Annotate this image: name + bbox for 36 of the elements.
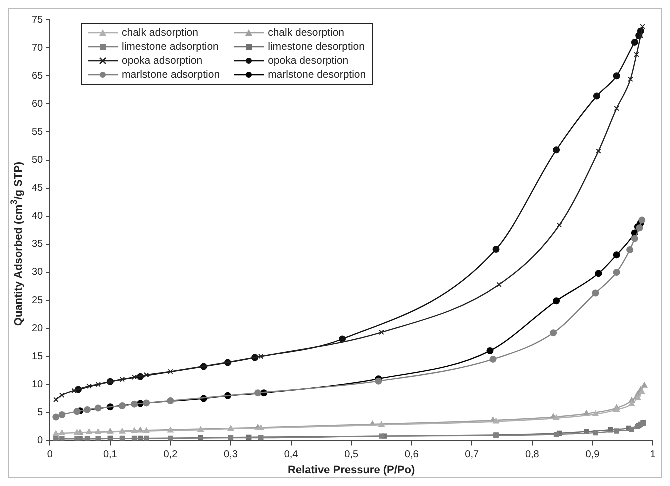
x-axis-title: Relative Pressure (P/Po) <box>288 464 416 476</box>
x-tick-label: 0,6 <box>404 450 420 461</box>
x-tick-label: 0,2 <box>164 450 178 461</box>
legend-label: chalk desorption <box>268 27 345 39</box>
legend-label: marlstone adsorption <box>122 69 220 81</box>
x-tick-label: 0,8 <box>525 450 540 461</box>
y-tick-label: 10 <box>32 379 44 390</box>
x-tick-label: 1 <box>650 450 656 461</box>
y-tick-label: 55 <box>32 126 44 138</box>
legend-label: opoka adsorption <box>122 55 203 67</box>
x-tick-label: 0,5 <box>344 450 359 461</box>
y-tick-label: 15 <box>32 351 44 362</box>
y-tick-label: 25 <box>32 295 44 306</box>
y-tick-label: 45 <box>32 183 44 194</box>
x-tick-label: 0 <box>47 450 54 461</box>
legend-label: limestone adsorption <box>122 41 219 53</box>
x-tick-label: 0,7 <box>465 450 480 461</box>
x-tick-label: 0,4 <box>284 450 299 461</box>
legend-label: limestone desorption <box>268 41 365 53</box>
x-tick-label: 0,1 <box>103 450 118 461</box>
y-tick-label: 5 <box>38 407 44 418</box>
legend-label: marlstone desorption <box>268 69 366 81</box>
x-tick-label: 0,9 <box>586 450 600 461</box>
y-tick-label: 60 <box>32 98 44 110</box>
y-tick-label: 35 <box>32 239 44 250</box>
y-tick-label: 0 <box>38 436 44 447</box>
y-tick-label: 30 <box>32 267 44 278</box>
y-tick-label: 70 <box>32 42 44 54</box>
y-tick-label: 40 <box>32 211 44 222</box>
y-tick-label: 75 <box>32 14 44 26</box>
y-tick-label: 20 <box>32 323 44 334</box>
y-tick-label: 65 <box>32 70 44 82</box>
legend-label: chalk adsorption <box>122 27 198 39</box>
legend-label: opoka desorption <box>268 55 349 67</box>
x-tick-label: 0,3 <box>224 450 238 461</box>
y-tick-label: 50 <box>32 155 44 166</box>
